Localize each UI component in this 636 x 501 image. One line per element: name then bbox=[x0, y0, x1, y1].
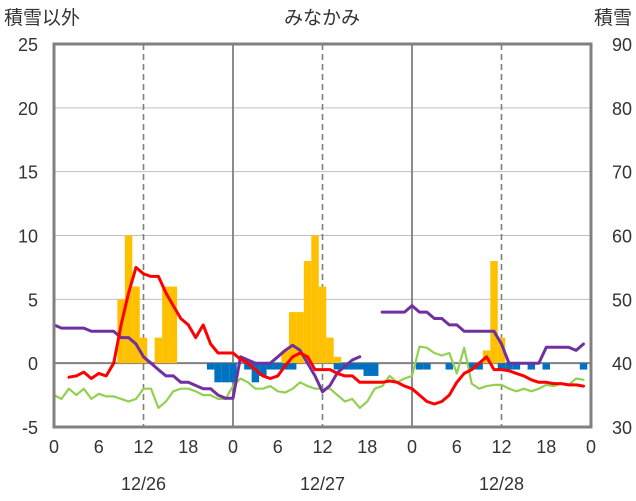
precip-bar bbox=[139, 337, 148, 364]
minus-bar bbox=[505, 363, 513, 370]
precip-bar bbox=[154, 337, 163, 364]
minus-bar bbox=[423, 363, 431, 370]
x-tick-label: 0 bbox=[586, 437, 596, 457]
minus-bar bbox=[333, 363, 342, 370]
precip-bar bbox=[318, 286, 327, 364]
minus-bar bbox=[221, 363, 230, 383]
x-tick-label: 12 bbox=[133, 437, 153, 457]
x-tick-label: 0 bbox=[228, 437, 238, 457]
green-line bbox=[52, 345, 585, 409]
precip-bar bbox=[132, 286, 140, 364]
minus-bar bbox=[415, 363, 424, 370]
precip-bar bbox=[288, 312, 297, 364]
minus-bar bbox=[274, 363, 282, 370]
minus-bar bbox=[363, 363, 371, 376]
right-y-tick-label: 80 bbox=[612, 99, 632, 119]
minus-bar bbox=[206, 363, 215, 370]
minus-bar bbox=[251, 363, 260, 383]
minus-bar bbox=[214, 363, 222, 383]
minus-bar bbox=[445, 363, 454, 370]
x-tick-label: 12 bbox=[312, 437, 332, 457]
right-y-tick-label: 60 bbox=[612, 227, 632, 247]
date-label: 12/27 bbox=[300, 474, 345, 494]
x-tick-label: 6 bbox=[94, 437, 104, 457]
precip-bar bbox=[326, 337, 334, 364]
precip-bar bbox=[162, 286, 170, 364]
minus-bar bbox=[288, 363, 297, 370]
right-y-tick-label: 30 bbox=[612, 418, 632, 438]
minus-bar bbox=[229, 363, 237, 383]
minus-bar bbox=[244, 363, 252, 370]
left-y-tick-label: 20 bbox=[18, 99, 38, 119]
minus-bar bbox=[467, 363, 476, 370]
right-y-tick-label: 50 bbox=[612, 290, 632, 310]
left-y-tick-label: 0 bbox=[28, 354, 38, 374]
minus-bar bbox=[266, 363, 275, 370]
left-y-tick-label: 10 bbox=[18, 227, 38, 247]
precip-bar bbox=[169, 286, 178, 364]
left-y-tick-label: 25 bbox=[18, 35, 38, 55]
x-tick-label: 0 bbox=[407, 437, 417, 457]
temperature-line bbox=[67, 265, 585, 406]
minus-bar bbox=[259, 363, 267, 376]
left-axis-title: 積雪以外 bbox=[4, 7, 80, 29]
x-tick-label: 6 bbox=[452, 437, 462, 457]
x-tick-label: 18 bbox=[178, 437, 198, 457]
x-tick-label: 18 bbox=[357, 437, 377, 457]
precip-bar bbox=[296, 312, 304, 364]
minus-bar bbox=[527, 363, 536, 370]
left-y-tick-label: 5 bbox=[28, 290, 38, 310]
x-tick-label: 0 bbox=[49, 437, 59, 457]
plot-frame bbox=[52, 42, 593, 429]
left-y-tick-label: 15 bbox=[18, 163, 38, 183]
minus-bar bbox=[542, 363, 550, 370]
minus-bar bbox=[497, 363, 506, 370]
precip-bar bbox=[490, 261, 498, 364]
chart-title: みなかみ bbox=[284, 8, 360, 29]
precip-bar bbox=[281, 350, 289, 364]
minus-bar bbox=[475, 363, 483, 370]
minus-bar bbox=[512, 363, 521, 370]
precip-bar bbox=[303, 261, 312, 364]
date-label: 12/28 bbox=[479, 474, 524, 494]
minus-bar bbox=[356, 363, 364, 370]
left-y-tick-label: -5 bbox=[22, 418, 38, 438]
minus-bar bbox=[348, 363, 357, 370]
date-label: 12/26 bbox=[121, 474, 166, 494]
line-series bbox=[52, 265, 585, 409]
right-y-tick-label: 90 bbox=[612, 35, 632, 55]
right-y-tick-label: 70 bbox=[612, 163, 632, 183]
right-y-tick-label: 40 bbox=[612, 354, 632, 374]
precip-bar bbox=[333, 356, 342, 364]
snow-depth-line bbox=[52, 323, 362, 400]
precip-bar bbox=[497, 337, 506, 364]
x-tick-label: 18 bbox=[536, 437, 556, 457]
minus-bar bbox=[579, 363, 588, 370]
x-tick-label: 6 bbox=[273, 437, 283, 457]
x-tick-label: 12 bbox=[491, 437, 511, 457]
precip-bar bbox=[311, 235, 319, 364]
minus-bar bbox=[370, 363, 379, 376]
snow-depth-line bbox=[380, 304, 585, 365]
right-axis-title: 積雪 bbox=[594, 7, 632, 29]
